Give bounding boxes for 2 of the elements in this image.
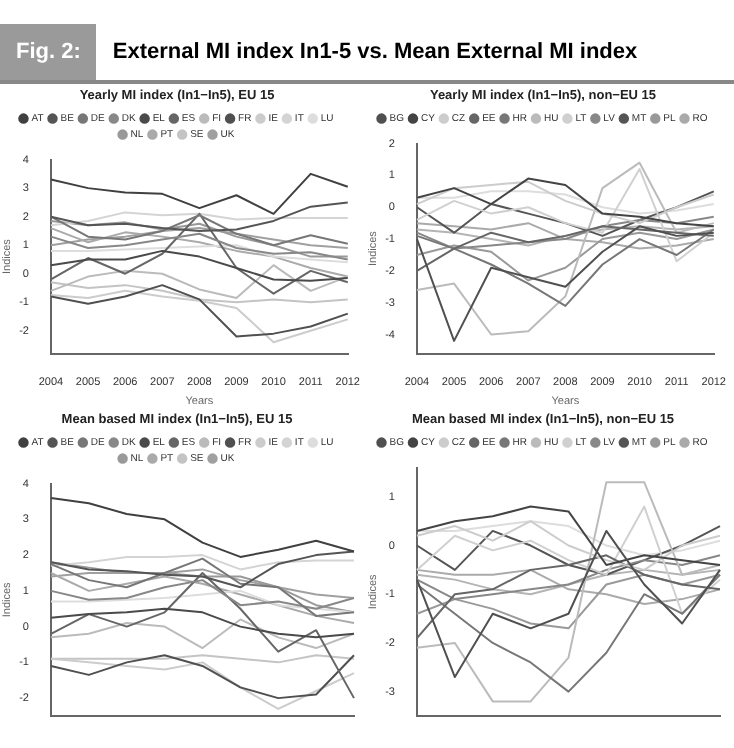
caption: Fig. 2: bbox=[0, 24, 97, 80]
text: External MI index In1-5 vs. Mean External MI index bbox=[110, 38, 638, 68]
